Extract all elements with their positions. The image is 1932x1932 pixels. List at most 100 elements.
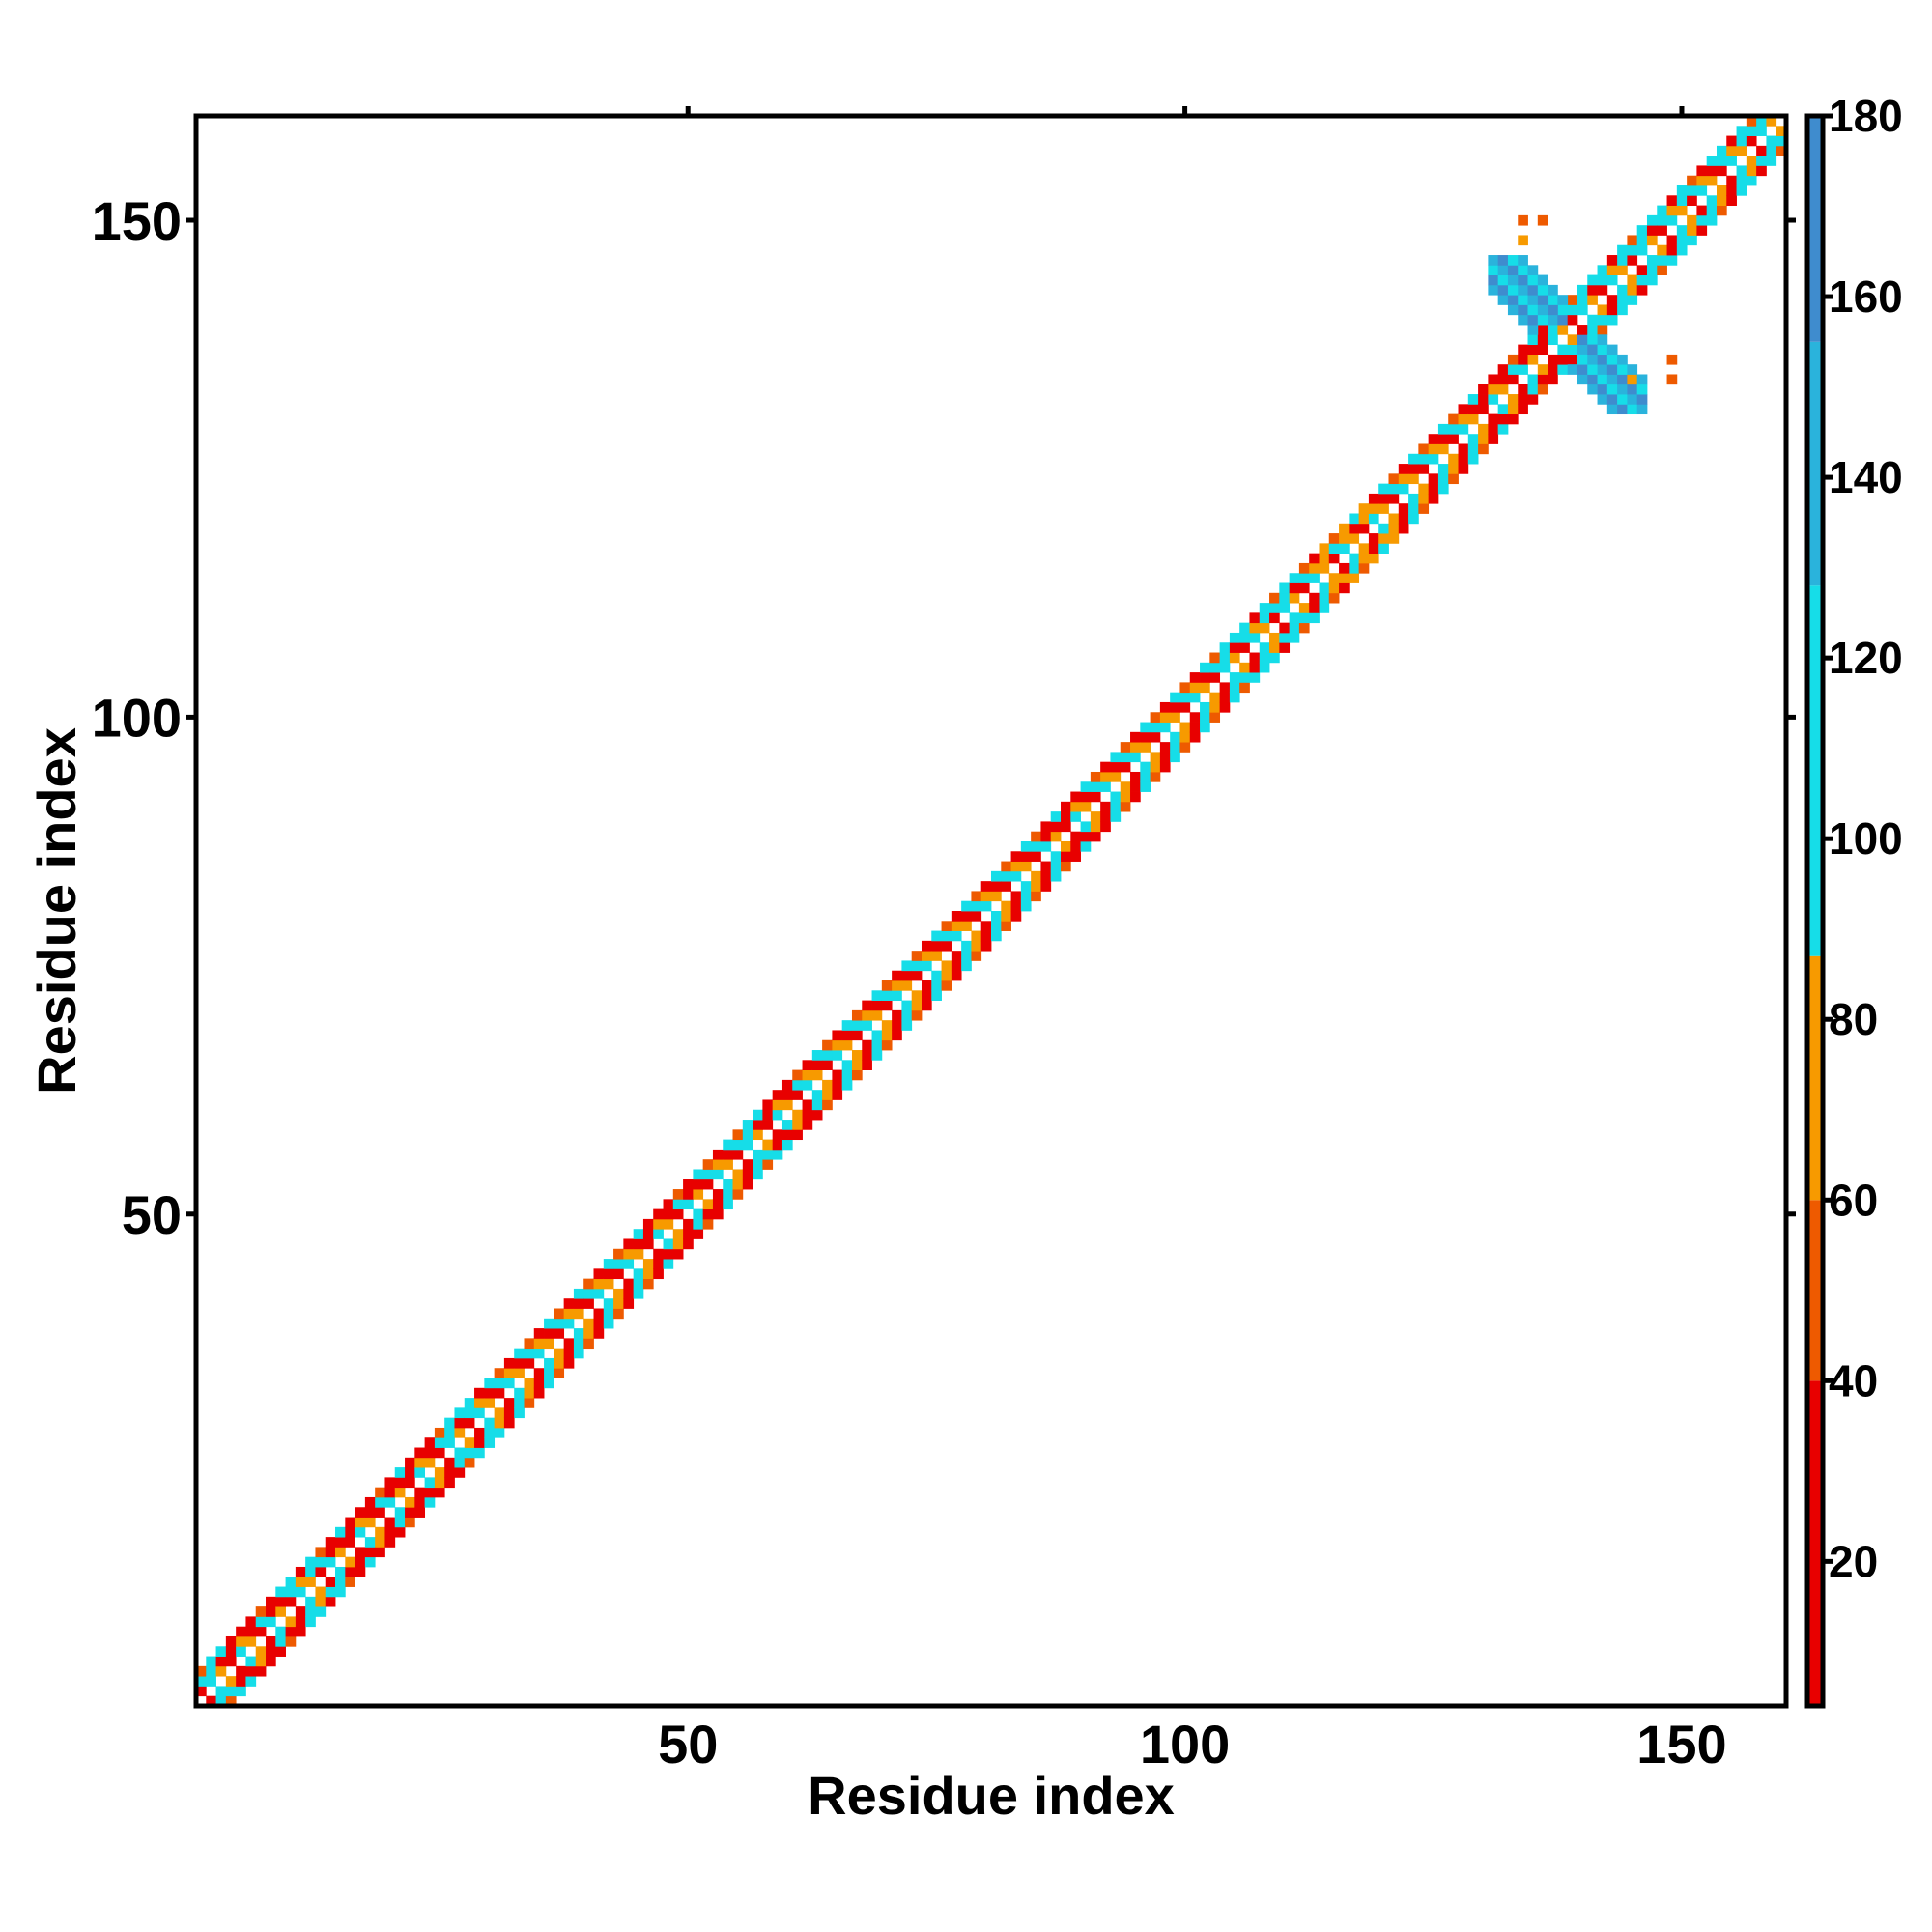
heatmap-cell [980,930,992,942]
heatmap-cell [1687,214,1697,226]
heatmap-cell [772,1109,783,1121]
heatmap-cell [892,1009,902,1021]
heatmap-cell [414,1496,426,1508]
heatmap-cell [1358,562,1370,574]
heatmap-cell [424,1496,436,1508]
heatmap-cell [325,1596,336,1607]
heatmap-cell [405,1477,415,1489]
heatmap-cell [573,1288,584,1299]
heatmap-cell [653,1208,664,1220]
heatmap-cell [1597,314,1608,326]
heatmap-cell [1488,413,1499,425]
heatmap-cell [723,1179,733,1190]
heatmap-cell [266,1616,276,1628]
heatmap-cell [1289,573,1300,583]
heatmap-cell [1497,274,1509,286]
heatmap-cell [554,1348,565,1359]
heatmap-cell [275,1586,286,1598]
heatmap-cell [971,900,982,912]
heatmap-cell [1349,533,1360,544]
heatmap-cell [772,1129,783,1141]
heatmap-cell [573,1328,584,1339]
heatmap-cell [1229,692,1240,703]
heatmap-cell [1548,354,1558,365]
heatmap-cell [1219,682,1231,694]
heatmap-cell [693,1229,704,1239]
heatmap-cell [1726,145,1737,156]
heatmap-cell [971,911,982,922]
heatmap-cell [921,1000,932,1011]
heatmap-cell [1259,642,1270,653]
heatmap-cell [1527,384,1539,395]
heatmap-cell [822,1039,833,1051]
heatmap-cell [1179,731,1191,743]
heatmap-cell [772,1099,783,1111]
heatmap-cell [1170,731,1180,743]
heatmap-cell [503,1398,515,1408]
heatmap-cell [524,1378,535,1389]
heatmap-cell [563,1338,575,1350]
heatmap-cell [1209,662,1221,673]
heatmap-cell [851,1030,863,1041]
colorbar-segment [1809,1380,1821,1706]
heatmap-cell [1309,562,1320,574]
heatmap-cell [633,1238,644,1250]
heatmap-cell [1627,394,1638,405]
x-axis: 50 100 150 [658,106,1727,1775]
heatmap-cell [1140,742,1151,753]
heatmap-cell [1507,413,1519,425]
heatmap-cell [1666,195,1678,206]
heatmap-cell [1259,622,1270,634]
heatmap-cell [514,1368,525,1378]
heatmap-cell [712,1159,724,1170]
heatmap-cell [1339,582,1350,594]
heatmap-cell [484,1378,496,1389]
heatmap-cell [1279,592,1291,604]
heatmap-cell [1467,404,1479,415]
heatmap-cell [881,980,893,991]
heatmap-cell [1408,503,1419,514]
heatmap-cell [1100,811,1111,822]
heatmap-cell [1398,503,1409,514]
heatmap-cell [693,1169,704,1180]
heatmap-cell [1130,731,1141,743]
heatmap-cell [1090,791,1101,803]
heatmap-cell [236,1686,246,1697]
heatmap-cell [1150,752,1161,763]
heatmap-cell [1279,642,1291,653]
heatmap-cell [603,1318,614,1329]
heatmap-cell [196,1686,207,1697]
heatmap-cell [1001,900,1011,912]
heatmap-cell [1010,911,1022,922]
heatmap-cell [811,1060,823,1070]
heatmap-cell [1736,135,1747,147]
heatmap-cell [285,1577,297,1587]
heatmap-cell [325,1577,336,1587]
heatmap-cell [742,1139,753,1151]
heatmap-cell [1298,622,1310,634]
heatmap-cell [1617,394,1628,405]
heatmap-cell [305,1577,316,1587]
heatmap-cell [1239,622,1250,634]
heatmap-cell [1050,831,1062,842]
heatmap-cell [325,1556,336,1568]
heatmap-cell [1418,483,1430,495]
heatmap-cell [1458,404,1469,415]
heatmap-cell [1507,284,1519,296]
heatmap-cell [792,1120,803,1130]
heatmap-cell [364,1537,376,1548]
heatmap-cell [494,1378,505,1389]
heatmap-cell [702,1199,714,1210]
heatmap-cell [832,1090,843,1100]
heatmap-cell [1676,225,1688,236]
heatmap-cell [1189,731,1201,743]
heatmap-cell [1587,344,1598,355]
heatmap-cell [1606,304,1618,316]
heatmap-cell [1388,483,1400,495]
heatmap-cell [1537,274,1548,286]
heatmap-cell [1537,344,1548,355]
heatmap-cell [781,1079,793,1091]
heatmap-cell [1666,205,1678,216]
heatmap-cell [1249,672,1261,683]
heatmap-cell [931,990,942,1001]
